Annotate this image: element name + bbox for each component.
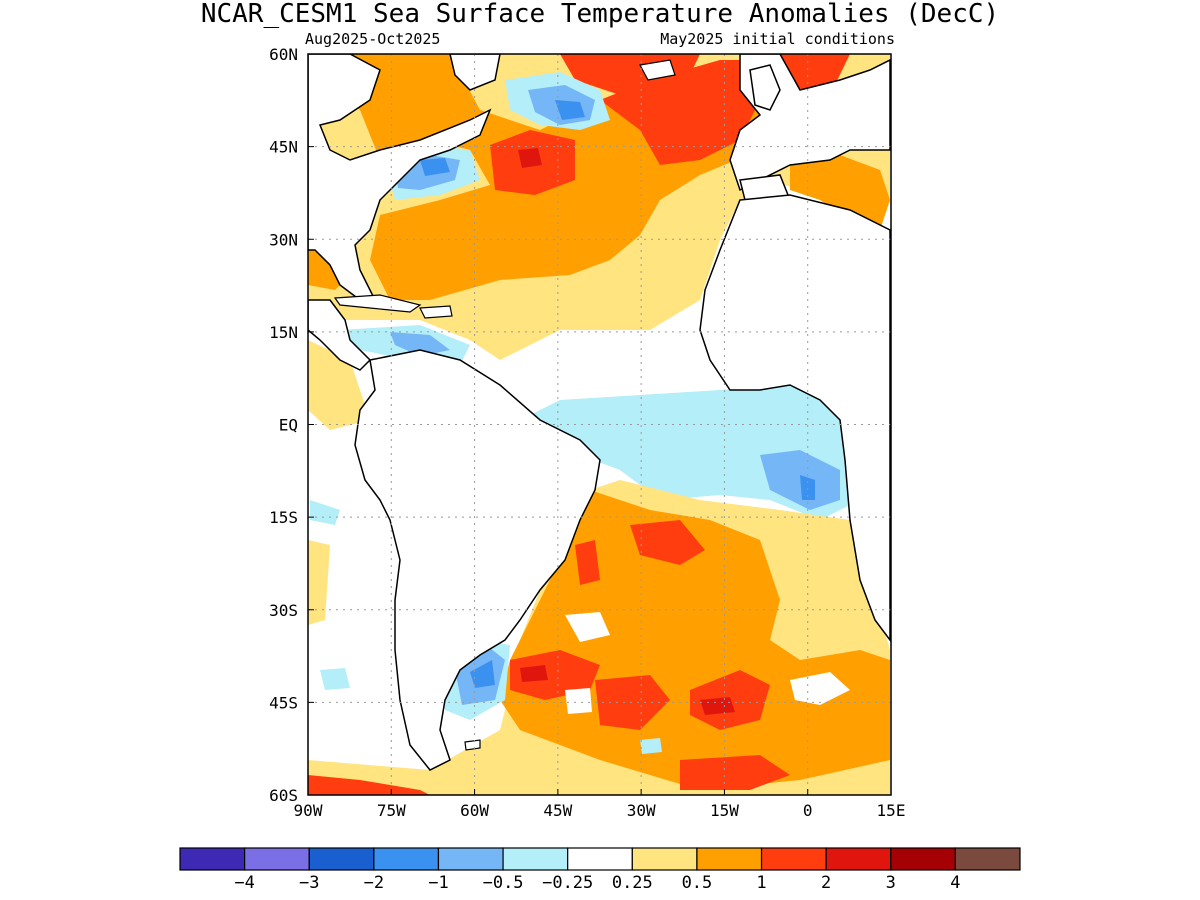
landmass-africa — [699, 194, 891, 643]
longitude-tick-label: 30W — [627, 801, 656, 820]
colorbar-swatch — [890, 847, 956, 871]
longitude-tick-label: 15W — [710, 801, 739, 820]
colorbar-swatch — [954, 847, 1021, 871]
anomaly-region-mediterranean — [790, 155, 890, 230]
colorbar-label: 4 — [950, 873, 960, 893]
anomaly-region-south-atlantic-core — [520, 665, 548, 682]
cool-anomaly-patch — [320, 668, 350, 690]
latitude-tick-label: EQ — [279, 416, 298, 435]
landmass-south-america — [354, 349, 601, 771]
longitude-tick-label: 0 — [803, 801, 813, 820]
colorbar-label: −4 — [234, 873, 254, 893]
anomaly-region-south-atlantic-strong — [680, 755, 790, 790]
landmass-central-america — [308, 299, 372, 371]
longitude-tick-label: 60W — [460, 801, 489, 820]
colorbar-swatch — [244, 847, 310, 871]
cool-anomaly-nw-atlantic-center — [420, 158, 450, 176]
latitude-tick-label: 30N — [269, 230, 298, 249]
anomaly-region-north-atlantic-core — [518, 148, 542, 168]
colorbar-label: 1 — [756, 873, 766, 893]
neutral-patch — [565, 688, 592, 714]
colorbar-swatch — [825, 847, 892, 871]
colorbar-label: −0.5 — [483, 873, 524, 893]
latitude-tick-label: 60S — [269, 786, 298, 805]
colorbar: −4 −3 −2 −1 −0.5 −0.25 0.25 0.5 1 2 3 4 — [179, 847, 1021, 893]
colorbar-swatch — [760, 847, 827, 871]
colorbar-label: 3 — [886, 873, 896, 893]
anomaly-region-east-pacific — [308, 340, 370, 430]
neutral-patch — [565, 612, 610, 642]
anomaly-region-south-atlantic-core — [700, 697, 735, 715]
landmass-falklands — [464, 739, 481, 751]
landmass-greenland — [449, 54, 501, 91]
colorbar-swatch — [308, 847, 375, 871]
colorbar-label: −3 — [299, 873, 319, 893]
cool-anomaly-brazil-malvinas-center — [470, 660, 495, 688]
latitude-tick-label: 30S — [269, 601, 298, 620]
colorbar-label: −0.25 — [542, 873, 593, 893]
longitude-tick-label: 90W — [294, 801, 323, 820]
cool-anomaly-patch — [310, 500, 340, 525]
latitude-axis: 60N 45N 30N 15N EQ 15S 30S 45S 60S — [269, 45, 314, 805]
latitude-tick-label: 15N — [269, 323, 298, 342]
colorbar-label: −2 — [364, 873, 384, 893]
longitude-tick-label: 15E — [877, 801, 906, 820]
map-gridlines — [308, 54, 891, 795]
colorbar-swatch — [696, 847, 763, 871]
colorbar-label: −1 — [428, 873, 448, 893]
neutral-patch — [790, 672, 850, 705]
anomaly-region-south-atlantic-strong — [510, 650, 600, 700]
anomaly-region-south-atlantic-strong — [595, 675, 670, 730]
colorbar-label: 2 — [821, 873, 831, 893]
anomaly-region-southern-ocean — [308, 775, 430, 795]
colorbar-swatch — [567, 847, 633, 871]
landmass-hispaniola — [419, 305, 453, 319]
landmass-cuba — [333, 294, 422, 313]
longitude-axis: 90W 75W 60W 45W 30W 15W 0 15E — [294, 789, 906, 820]
cool-anomaly-gulf-of-guinea-core — [800, 475, 815, 500]
figure-title: NCAR_CESM1 Sea Surface Temperature Anoma… — [201, 0, 999, 29]
landmass-iceland — [639, 59, 676, 81]
anomaly-region-south-atlantic-strong — [575, 540, 600, 585]
longitude-tick-label: 75W — [377, 801, 406, 820]
cool-anomaly-patch — [640, 738, 662, 754]
colorbar-swatch — [502, 847, 569, 871]
landmass-british-isles — [749, 64, 781, 111]
cool-anomaly-labrador-center — [555, 100, 585, 120]
colorbar-swatch — [437, 847, 504, 871]
latitude-tick-label: 45S — [269, 693, 298, 712]
landmass-north-america — [308, 54, 492, 301]
latitude-tick-label: 60N — [269, 45, 298, 64]
colorbar-swatch — [631, 847, 698, 871]
colorbar-label: 0.5 — [682, 873, 713, 893]
latitude-tick-label: 45N — [269, 138, 298, 157]
colorbar-swatch — [179, 847, 246, 871]
forecast-period-label: Aug2025-Oct2025 — [305, 30, 440, 48]
initial-conditions-label: May2025 initial conditions — [660, 30, 895, 48]
cool-anomaly-gulf-of-guinea — [760, 450, 840, 510]
anomaly-region-south-atlantic-strong — [630, 520, 705, 565]
anomaly-region-east-pacific — [308, 540, 330, 625]
colorbar-swatch — [373, 847, 440, 871]
latitude-tick-label: 15S — [269, 508, 298, 527]
cool-anomaly-caribbean-core — [390, 332, 450, 356]
longitude-tick-label: 45W — [543, 801, 572, 820]
map-plot-area — [308, 54, 891, 795]
colorbar-label: 0.25 — [612, 873, 653, 893]
